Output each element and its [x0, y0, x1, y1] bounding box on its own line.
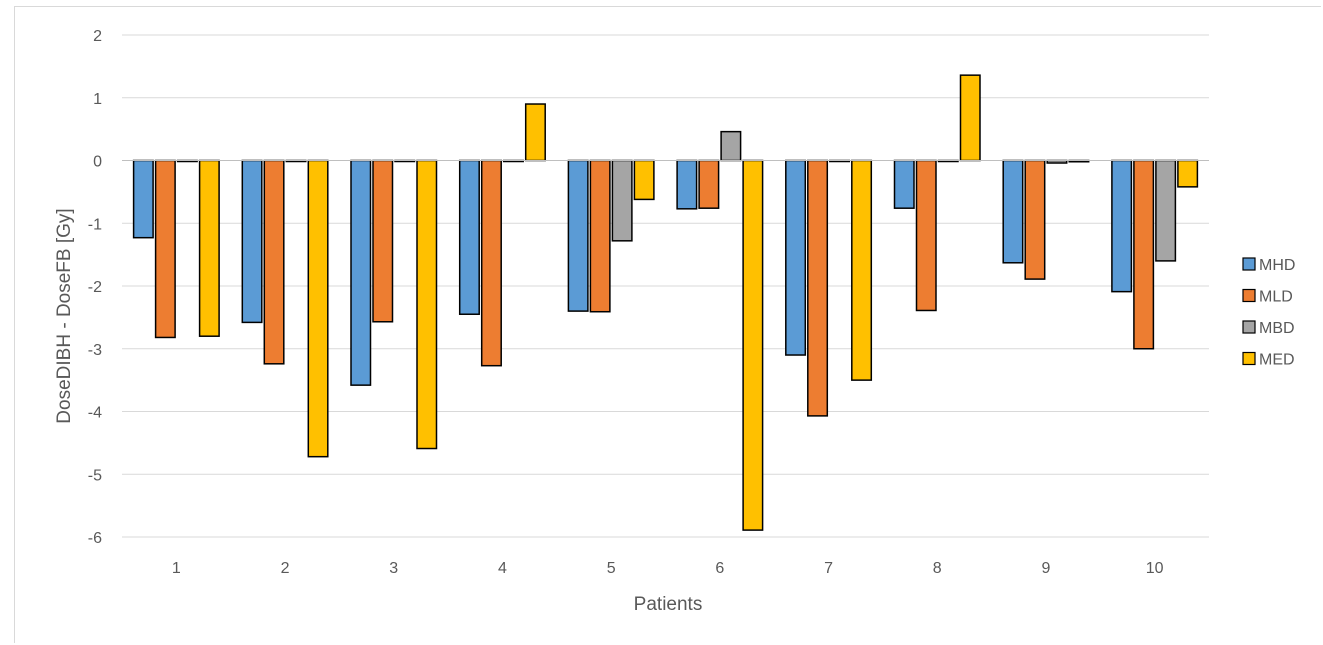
y-tick-label: 2 [93, 28, 102, 45]
bar-mhd-patient-10 [1111, 159, 1133, 293]
bar-med-patient-2 [307, 159, 329, 458]
legend-label-mbd: MBD [1259, 320, 1295, 337]
bar-mld-patient-6 [698, 159, 720, 209]
bar-med-patient-1 [198, 159, 220, 337]
bar-mhd-patient-4 [458, 159, 480, 315]
y-tick-label: -3 [88, 342, 102, 359]
bar-mld-patient-9 [1024, 159, 1046, 280]
legend-swatch-mld [1242, 288, 1256, 303]
y-tick-label: -6 [88, 530, 102, 547]
bar-mbd-patient-6 [720, 130, 742, 162]
bar-mhd-patient-9 [1002, 159, 1024, 264]
bar-med-patient-5 [633, 159, 655, 201]
bar-mhd-patient-2 [241, 159, 263, 324]
x-tick-label: 3 [389, 560, 398, 577]
x-axis-ticks: 1 2 3 4 5 6 7 8 9 10 [172, 560, 1164, 577]
bar-mld-patient-4 [480, 159, 502, 367]
y-tick-label: -2 [88, 279, 102, 296]
bar-mld-patient-1 [154, 159, 176, 339]
bar-med-patient-6 [742, 159, 764, 531]
legend-swatch-mbd [1242, 320, 1256, 334]
y-tick-label: 1 [93, 91, 102, 108]
y-tick-label: 0 [93, 154, 102, 171]
bar-mhd-patient-8 [893, 159, 915, 209]
bar-med-patient-8 [959, 74, 981, 162]
x-tick-label: 5 [607, 560, 616, 577]
bar-mhd-patient-7 [785, 159, 807, 356]
x-tick-label: 8 [933, 560, 942, 577]
bar-mhd-patient-1 [132, 159, 154, 239]
x-tick-label: 1 [172, 560, 181, 577]
legend: MHD MLD MBD MED [1242, 257, 1295, 369]
legend-swatch-mhd [1242, 257, 1256, 271]
x-tick-label: 7 [824, 560, 833, 577]
y-tick-label: -5 [88, 467, 102, 484]
bar-mld-patient-8 [915, 159, 937, 312]
gridlines [122, 34, 1209, 538]
legend-label-mld: MLD [1259, 289, 1293, 306]
legend-label-med: MED [1259, 352, 1295, 369]
x-tick-label: 10 [1146, 560, 1164, 577]
bar-mhd-patient-5 [567, 159, 589, 312]
bar-mld-patient-7 [807, 159, 829, 417]
bars [132, 74, 1199, 531]
x-tick-label: 2 [281, 560, 290, 577]
bar-mld-patient-2 [263, 159, 285, 365]
x-tick-label: 9 [1041, 560, 1050, 577]
y-axis-title: DoseDIBH - DoseFB [Gy] [54, 208, 75, 423]
bar-med-patient-10 [1177, 159, 1199, 188]
bar-med-patient-7 [851, 159, 873, 381]
chart-frame [14, 6, 1321, 643]
bar-mbd-patient-10 [1155, 159, 1177, 262]
legend-label-mhd: MHD [1259, 257, 1295, 274]
x-tick-label: 6 [715, 560, 724, 577]
x-axis-title: Patients [634, 594, 703, 615]
bar-mld-patient-3 [372, 159, 394, 323]
legend-swatch-med [1242, 351, 1256, 366]
bar-mhd-patient-6 [676, 159, 698, 210]
y-tick-label: -4 [88, 405, 102, 422]
x-tick-label: 4 [498, 560, 507, 577]
bar-mld-patient-5 [589, 159, 611, 313]
bar-mld-patient-10 [1133, 159, 1155, 350]
y-tick-label: -1 [88, 216, 102, 233]
y-axis-ticks: 2 1 0 -1 -2 -3 -4 -5 -6 [88, 28, 102, 547]
bar-mhd-patient-3 [350, 159, 372, 386]
bar-med-patient-3 [416, 159, 438, 450]
bar-med-patient-4 [524, 103, 546, 162]
bar-mbd-patient-5 [611, 159, 633, 242]
